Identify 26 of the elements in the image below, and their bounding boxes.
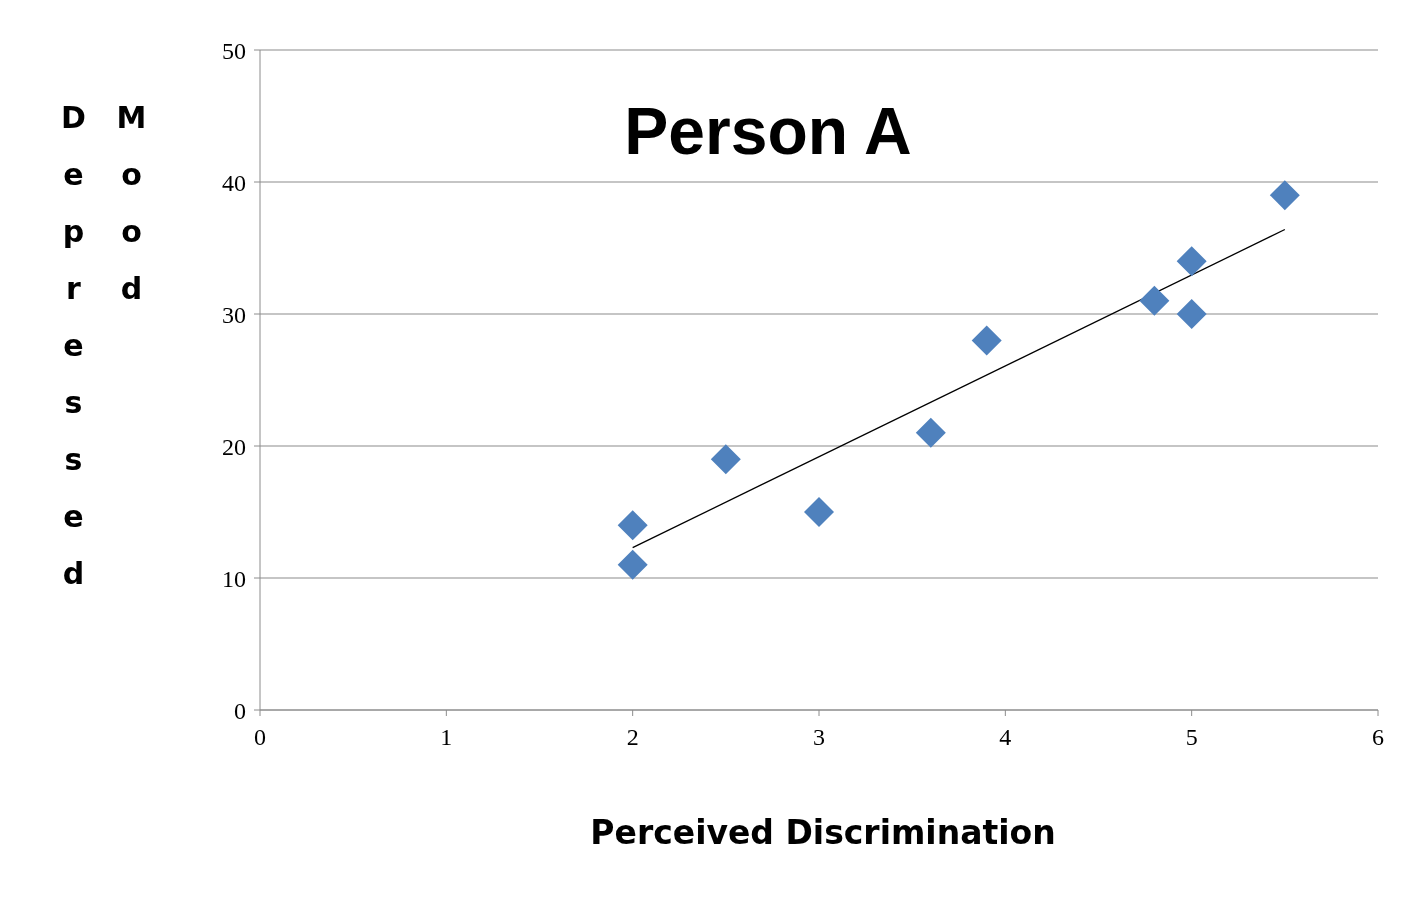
point	[804, 497, 834, 527]
x-tick-label: 0	[254, 724, 266, 751]
y-tick-label: 0	[234, 697, 246, 724]
y-tick-label: 10	[222, 565, 246, 592]
point	[617, 549, 648, 580]
x-tick-label: 6	[1372, 724, 1384, 751]
y-tick-label: 20	[222, 433, 246, 460]
point	[1139, 285, 1170, 316]
x-tick-label: 3	[813, 724, 825, 751]
point	[1176, 299, 1207, 329]
text: Person A	[623, 93, 913, 169]
y-tick-label: 50	[222, 37, 246, 64]
point	[915, 417, 946, 448]
point	[710, 444, 741, 475]
point	[617, 510, 648, 541]
x-tick-label: 4	[999, 724, 1012, 751]
y-axis-title: Depressed Mood	[55, 100, 150, 615]
point	[1176, 246, 1207, 277]
point	[1269, 180, 1300, 211]
x-tick-label: 2	[626, 724, 639, 751]
y-tick-label: 30	[222, 301, 246, 328]
x-axis-title: Perceived Discrimination	[589, 813, 1057, 852]
x-tick-label: 5	[1185, 724, 1198, 751]
x-tick-label: 1	[440, 724, 453, 751]
y-tick-label: 40	[222, 169, 246, 196]
point	[971, 325, 1002, 356]
